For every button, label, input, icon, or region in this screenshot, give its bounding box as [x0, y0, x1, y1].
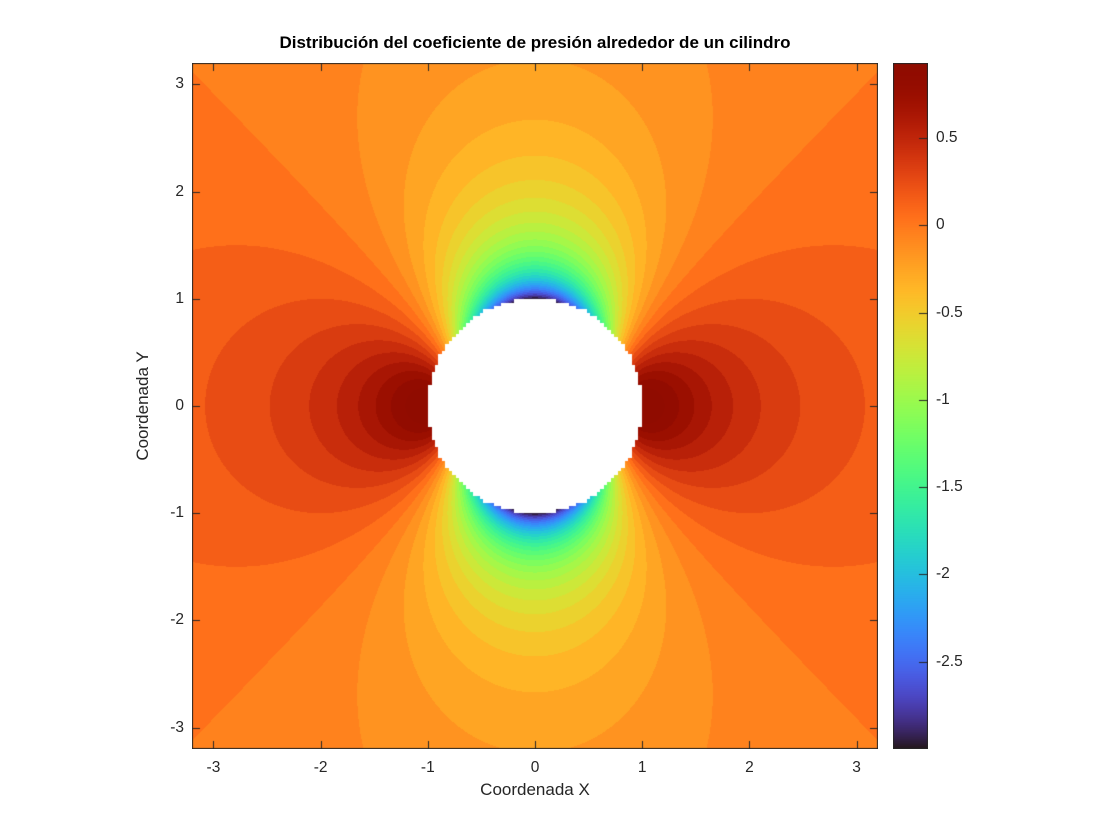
x-tick-label: 1	[637, 759, 647, 776]
colorbar-tick-label: -1	[936, 390, 950, 408]
y-tick-label: -2	[170, 611, 184, 629]
x-tick-label: 0	[530, 759, 540, 776]
x-tick-label: -1	[420, 759, 435, 776]
x-tick-label: -3	[206, 759, 221, 776]
y-tick-label: -3	[170, 718, 184, 736]
x-tick-label: 3	[852, 759, 861, 776]
colorbar-tick-label: -1.5	[936, 478, 963, 496]
x-tick-label: 2	[745, 759, 754, 776]
colorbar-tick-label: 0.5	[936, 129, 958, 147]
colorbar-canvas	[893, 63, 928, 749]
y-tick-label: 0	[175, 397, 184, 414]
colorbar-tick-label: -0.5	[936, 303, 963, 321]
x-tick-label: -2	[313, 759, 328, 776]
y-tick-label: 3	[175, 75, 184, 93]
colorbar-tick-label: -2	[936, 565, 950, 583]
y-tick-label: 1	[175, 289, 184, 307]
x-axis-label: Coordenada X	[480, 780, 590, 799]
colorbar-tick-label: 0	[936, 216, 945, 234]
y-tick-label: 2	[175, 182, 184, 200]
colorbar-tick-label: -2.5	[936, 652, 963, 670]
chart-title: Distribución del coeficiente de presión …	[279, 33, 791, 52]
contour-plot-canvas	[192, 63, 878, 749]
y-tick-label: -1	[170, 504, 184, 522]
